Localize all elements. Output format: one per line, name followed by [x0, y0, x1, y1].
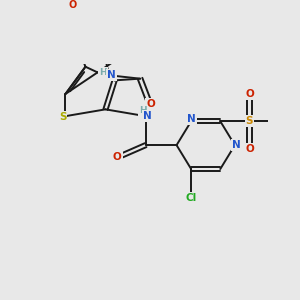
Text: N: N: [143, 111, 152, 121]
Text: N: N: [187, 114, 196, 124]
Text: S: S: [59, 112, 66, 122]
Text: O: O: [245, 144, 254, 154]
Text: S: S: [246, 116, 253, 126]
Text: O: O: [245, 89, 254, 99]
Text: O: O: [113, 152, 122, 162]
Text: N: N: [107, 70, 116, 80]
Text: O: O: [146, 99, 155, 110]
Text: N: N: [232, 140, 240, 150]
Text: O: O: [69, 0, 77, 11]
Text: H: H: [100, 68, 107, 77]
Text: Cl: Cl: [185, 193, 197, 203]
Text: H: H: [139, 106, 147, 116]
